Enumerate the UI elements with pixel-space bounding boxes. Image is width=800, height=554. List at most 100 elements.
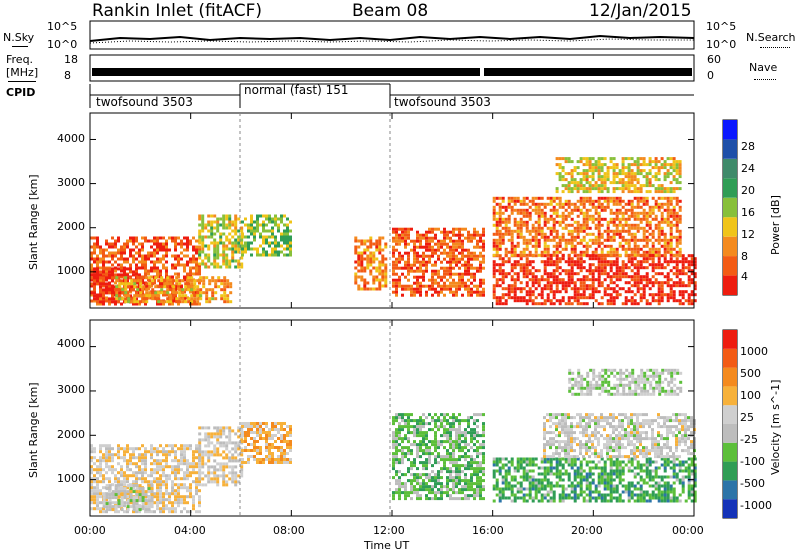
power-cell bbox=[534, 287, 538, 291]
power-cell bbox=[210, 232, 214, 236]
power-cell bbox=[639, 211, 643, 215]
power-cell bbox=[600, 235, 604, 239]
power-cell bbox=[461, 254, 464, 258]
velocity-cell bbox=[126, 480, 129, 484]
power-cell bbox=[666, 163, 670, 167]
power-cell bbox=[654, 263, 658, 267]
power-cell bbox=[404, 260, 407, 264]
power-cell bbox=[633, 302, 637, 306]
velocity-cell bbox=[398, 461, 401, 465]
power-cell bbox=[225, 265, 229, 269]
power-cell bbox=[597, 169, 601, 173]
power-cell bbox=[360, 239, 364, 243]
velocity-cell bbox=[404, 485, 407, 489]
power-cell bbox=[651, 211, 655, 215]
power-cell bbox=[591, 157, 595, 161]
power-cell bbox=[434, 236, 437, 240]
velocity-cell bbox=[265, 437, 268, 440]
velocity-cell bbox=[120, 483, 123, 487]
velocity-cell bbox=[213, 435, 217, 439]
velocity-cell bbox=[120, 471, 123, 475]
power-cell bbox=[564, 208, 568, 212]
power-cell bbox=[168, 284, 171, 288]
power-cell bbox=[205, 294, 209, 298]
power-cell bbox=[102, 251, 105, 255]
power-cell bbox=[618, 211, 622, 215]
power-cell bbox=[654, 178, 658, 182]
power-cell bbox=[108, 242, 111, 246]
power-cell bbox=[372, 266, 376, 270]
power-cell bbox=[612, 229, 616, 233]
velocity-cell bbox=[171, 507, 174, 511]
power-cell bbox=[648, 220, 652, 224]
power-cell bbox=[501, 196, 505, 200]
power-cell bbox=[525, 247, 529, 251]
power-cell bbox=[606, 223, 610, 227]
velocity-cell bbox=[147, 480, 150, 484]
velocity-cell bbox=[102, 493, 106, 497]
power-cell bbox=[579, 266, 583, 270]
power-cell bbox=[603, 199, 607, 203]
power-cell bbox=[672, 160, 676, 164]
velocity-cell bbox=[186, 459, 189, 463]
velocity-cell bbox=[277, 461, 280, 464]
velocity-cell bbox=[186, 489, 189, 493]
power-cell bbox=[189, 260, 192, 264]
power-cell bbox=[591, 275, 595, 279]
power-cell bbox=[663, 175, 667, 179]
velocity-cell bbox=[280, 446, 283, 449]
velocity-cell bbox=[268, 437, 271, 440]
velocity-cell bbox=[422, 443, 425, 447]
velocity-cell bbox=[256, 452, 259, 455]
power-cell bbox=[675, 220, 679, 224]
velocity-cell bbox=[189, 471, 192, 475]
power-cell bbox=[105, 282, 108, 286]
velocity-cell bbox=[153, 501, 156, 505]
velocity-cell bbox=[259, 425, 262, 428]
power-cell bbox=[618, 278, 622, 282]
power-cell bbox=[452, 230, 455, 234]
power-cell bbox=[274, 253, 277, 257]
velocity-cell bbox=[144, 471, 147, 475]
power-cell bbox=[624, 166, 628, 170]
power-cell bbox=[657, 205, 661, 209]
power-cell bbox=[234, 244, 238, 248]
power-cell bbox=[160, 288, 164, 292]
power-cell bbox=[630, 278, 634, 282]
power-cbar-tick-8: 8 bbox=[741, 250, 748, 263]
power-cell bbox=[594, 266, 598, 270]
power-cell bbox=[600, 302, 604, 306]
power-cell bbox=[645, 214, 649, 218]
power-cell bbox=[582, 172, 586, 176]
power-cell bbox=[615, 226, 619, 230]
power-cell bbox=[603, 290, 607, 294]
velocity-cell bbox=[153, 492, 156, 496]
power-cell bbox=[168, 248, 171, 252]
power-cell bbox=[546, 217, 550, 221]
power-cell bbox=[234, 247, 238, 251]
power-cell bbox=[639, 299, 643, 303]
velocity-cell bbox=[141, 487, 145, 491]
velocity-cell bbox=[225, 483, 229, 487]
power-cell bbox=[606, 244, 610, 248]
velocity-cell bbox=[192, 462, 195, 466]
power-cell bbox=[178, 294, 182, 298]
power-cell bbox=[202, 279, 206, 283]
power-cell bbox=[237, 217, 241, 221]
velocity-cell bbox=[153, 480, 156, 484]
velocity-cell bbox=[99, 444, 102, 448]
power-cell bbox=[443, 233, 446, 237]
velocity-cell bbox=[210, 450, 214, 454]
velocity-cell bbox=[99, 471, 102, 475]
velocity-cell bbox=[180, 498, 183, 502]
power-cell bbox=[549, 238, 553, 242]
power-cell bbox=[675, 269, 679, 273]
power-cell bbox=[666, 202, 670, 206]
velocity-cell bbox=[165, 474, 168, 478]
velocity-cell bbox=[277, 431, 280, 434]
power-cell bbox=[96, 239, 99, 243]
power-cell bbox=[259, 253, 262, 257]
power-cell bbox=[567, 272, 571, 276]
velocity-cell bbox=[135, 495, 138, 499]
power-cell bbox=[492, 232, 496, 236]
